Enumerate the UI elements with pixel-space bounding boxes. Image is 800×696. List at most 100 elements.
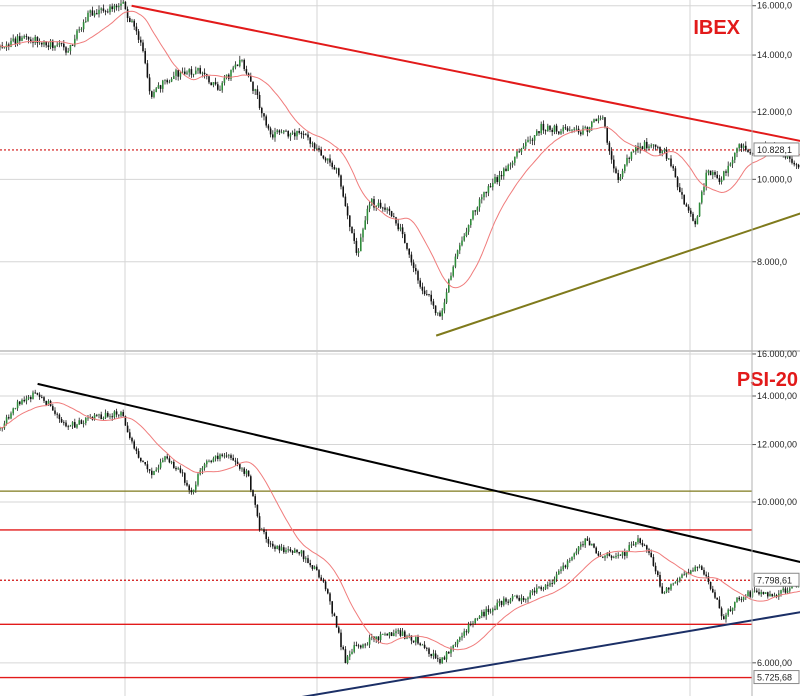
ibex-candle-body xyxy=(575,128,578,130)
ibex-candle-body xyxy=(98,9,100,15)
ibex-candle-body xyxy=(109,6,111,13)
psi20-candle-body xyxy=(302,550,305,560)
psi20-candle-body xyxy=(280,547,283,551)
ibex-candle-body xyxy=(529,139,531,141)
ibex-candle-body xyxy=(560,131,562,134)
ibex-candle-body xyxy=(71,44,74,46)
ibex-candle-body xyxy=(635,146,637,152)
ibex-candle-body xyxy=(690,210,692,214)
psi20-candle-body xyxy=(377,636,380,641)
psi20-candle-body xyxy=(778,593,780,598)
psi20-candle-body xyxy=(558,571,560,575)
psi20-candle-body xyxy=(71,422,74,426)
ibex-candle-body xyxy=(76,30,78,39)
ibex-candle-body xyxy=(415,268,417,272)
psi20-candle-body xyxy=(760,592,762,595)
psi20-candle-body xyxy=(153,470,155,475)
psi20-candle-body xyxy=(36,392,39,395)
psi20-candle-body xyxy=(437,658,439,660)
ibex-candle-body xyxy=(786,155,789,158)
psi20-candle-body xyxy=(663,592,666,594)
ibex-candle-body xyxy=(621,170,624,177)
ibex-candle-body xyxy=(344,196,347,207)
ibex-candle-body xyxy=(643,141,646,150)
psi20-candle-body xyxy=(212,458,215,462)
ibex-candle-body xyxy=(461,240,463,246)
ibex-candle-body xyxy=(547,125,549,132)
psi20-candle-body xyxy=(769,594,771,597)
psi20-candle-body xyxy=(294,549,296,553)
psi20-candle-body xyxy=(441,657,443,664)
ibex-candle-body xyxy=(738,144,740,149)
psi20-candle-body xyxy=(384,633,386,635)
ibex-candle-body xyxy=(25,36,28,37)
ibex-candle-body xyxy=(685,204,688,207)
ibex-title: IBEX xyxy=(693,17,740,39)
ibex-candle-body xyxy=(789,155,791,159)
psi20-candle-body xyxy=(657,571,659,575)
psi20-candle-body xyxy=(652,557,655,566)
psi20-candle-body xyxy=(239,463,241,469)
ibex-candle-body xyxy=(602,117,604,119)
ibex-candle-body xyxy=(430,294,432,302)
psi20-candle-body xyxy=(181,472,184,474)
psi20-candle-body xyxy=(322,579,325,582)
ibex-candle-body xyxy=(698,202,701,217)
ibex-candle-body xyxy=(265,116,267,126)
psi20-candle-body xyxy=(727,609,729,615)
psi20-candle-body xyxy=(478,615,481,619)
psi20-candle-body xyxy=(144,462,146,465)
ibex-candle-body xyxy=(243,59,245,70)
ibex-candle-body xyxy=(362,229,364,238)
psi20-candle-body xyxy=(177,468,179,470)
ibex-candle-body xyxy=(131,20,133,22)
psi20-candle-body xyxy=(595,547,597,554)
ibex-candle-body xyxy=(120,3,122,6)
ibex-candle-body xyxy=(49,40,52,48)
ibex-candle-body xyxy=(197,67,199,71)
ibex-candle-body xyxy=(593,119,595,123)
ibex-candle-body xyxy=(170,78,173,82)
ibex-candle-body xyxy=(659,147,661,153)
psi20-candle-body xyxy=(131,437,133,442)
ibex-candle-body xyxy=(234,64,237,68)
ibex-candle-body xyxy=(195,70,197,74)
psi20-candle-body xyxy=(316,566,318,571)
ibex-candle-body xyxy=(597,118,600,121)
psi20-candle-body xyxy=(102,417,105,420)
ibex-candle-body xyxy=(201,72,204,74)
ibex-candle-body xyxy=(250,76,252,82)
ibex-candle-body xyxy=(654,144,657,147)
psi20-candle-body xyxy=(274,546,276,549)
ibex-moving-average xyxy=(0,10,800,289)
psi20-candle-body xyxy=(410,635,413,641)
ibex-candle-body xyxy=(307,134,309,138)
psi20-candle-body xyxy=(190,490,193,493)
psi20-last-value-label: 7.798,61 xyxy=(757,575,792,585)
ibex-candle-body xyxy=(487,186,490,194)
ibex-candle-body xyxy=(74,38,76,46)
ibex-candle-body xyxy=(382,207,384,209)
psi20-candle-body xyxy=(283,547,285,553)
ibex-candle-body xyxy=(507,165,509,172)
psi20-candle-body xyxy=(415,636,417,643)
ibex-candle-body xyxy=(555,125,558,132)
ibex-candle-body xyxy=(426,293,428,295)
ibex-candle-body xyxy=(342,186,344,197)
psi20-candle-body xyxy=(503,598,505,605)
psi20-candle-body xyxy=(41,396,43,398)
psi20-candle-body xyxy=(159,462,162,468)
psi20-candle-body xyxy=(553,578,556,584)
ibex-candle-body xyxy=(102,8,105,11)
ibex-candle-body xyxy=(175,70,177,76)
psi20-candle-body xyxy=(604,555,606,558)
ibex-candle-body xyxy=(566,128,569,131)
psi20-candle-body xyxy=(21,399,23,405)
psi20-candle-body xyxy=(586,538,589,541)
psi20-candle-body xyxy=(188,485,190,491)
ibex-candle-body xyxy=(428,294,430,295)
ibex-candle-body xyxy=(628,157,630,159)
psi20-candle-body xyxy=(430,653,432,657)
psi20-candle-body xyxy=(278,545,281,551)
ibex-candle-body xyxy=(256,89,259,96)
